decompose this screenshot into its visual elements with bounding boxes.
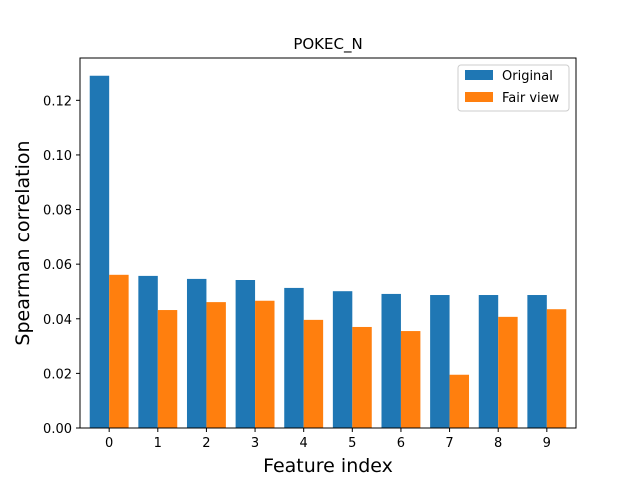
y-tick-label: 0.00 [43,422,72,437]
y-tick-label: 0.08 [43,204,72,219]
bar-original-6 [381,293,401,428]
legend-swatch-original [465,70,493,80]
legend-label-original: Original [502,69,553,84]
y-tick-label: 0.12 [43,94,72,109]
bar-original-2 [186,278,207,428]
x-tick-label: 1 [154,436,162,451]
y-axis-label: Spearman correlation [12,140,34,345]
bar-original-4 [284,287,304,428]
y-tick-label: 0.02 [43,367,72,382]
x-tick-label: 3 [251,436,259,451]
legend-label-fair-view: Fair view [502,91,560,106]
legend: Original Fair view [457,64,570,112]
bar-fair-view-2 [206,302,226,428]
bar-fair-view-3 [255,300,275,428]
x-tick-label: 6 [397,436,405,451]
bar-fair-view-1 [157,310,178,428]
chart-title: POKEC_N [293,35,362,54]
bar-original-0 [89,75,110,428]
x-tick-label: 9 [543,436,551,451]
bars-group [89,75,567,428]
plot-frame [79,57,577,429]
bar-fair-view-4 [303,319,324,428]
y-ticks: 0.00 0.02 0.04 0.06 0.08 0.10 0.12 [43,94,80,437]
x-tick-label: 2 [202,436,210,451]
x-tick-label: 7 [445,436,453,451]
y-tick-label: 0.10 [43,149,72,164]
bar-original-8 [478,295,499,428]
bar-fair-view-0 [109,274,129,428]
bar-fair-view-8 [498,316,518,428]
x-tick-label: 4 [300,436,308,451]
bar-original-1 [138,275,158,428]
x-tick-label: 0 [105,436,113,451]
y-tick-label: 0.04 [43,313,72,328]
x-tick-label: 8 [494,436,502,451]
x-axis-label: Feature index [263,455,393,477]
bar-fair-view-9 [546,309,567,428]
x-tick-label: 5 [348,436,356,451]
bar-original-9 [527,295,547,428]
bar-fair-view-7 [449,374,470,428]
bar-original-7 [430,295,450,428]
bar-fair-view-5 [352,326,372,428]
bar-original-3 [235,280,256,428]
bar-fair-view-6 [400,331,421,428]
y-tick-label: 0.06 [43,258,72,273]
bar-original-5 [332,291,353,428]
x-ticks: 0 1 2 3 4 5 6 7 8 9 [105,428,551,451]
legend-swatch-fair-view [465,92,493,102]
